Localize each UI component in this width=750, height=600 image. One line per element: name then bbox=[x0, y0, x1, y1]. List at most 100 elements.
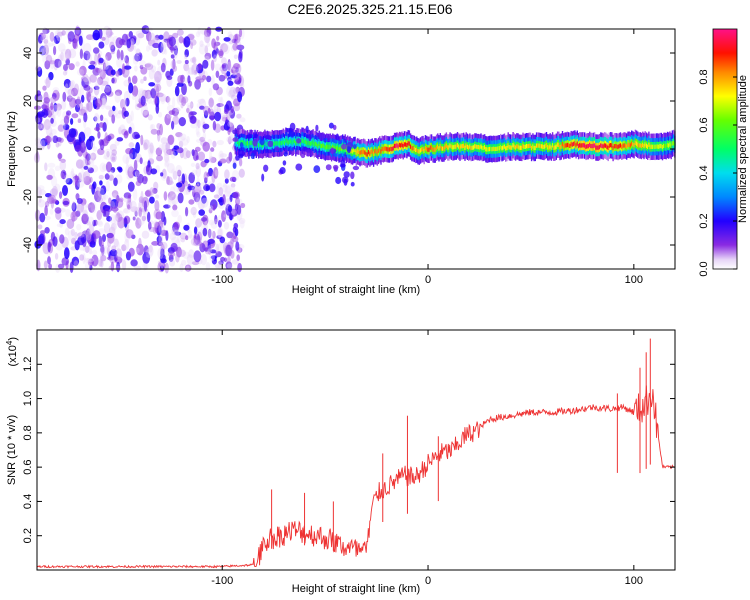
noise-speckle bbox=[168, 110, 175, 115]
colorbar-tick-label: 0.4 bbox=[698, 165, 710, 180]
noise-speckle bbox=[67, 89, 74, 99]
noise-speckle bbox=[191, 63, 199, 76]
x-tick-label: 100 bbox=[625, 274, 643, 286]
noise-speckle bbox=[82, 171, 91, 182]
noise-speckle bbox=[144, 190, 152, 197]
transition-blob bbox=[232, 129, 238, 135]
noise-speckle bbox=[54, 58, 62, 68]
noise-speckle bbox=[151, 241, 160, 246]
colorbar-label: Normalized spectral amplitude bbox=[737, 75, 749, 223]
noise-speckle bbox=[157, 59, 161, 66]
signal-ridge-cell bbox=[248, 143, 250, 148]
noise-speckle bbox=[226, 256, 231, 264]
y-tick-label: 20 bbox=[22, 95, 34, 107]
noise-speckle bbox=[48, 194, 56, 204]
noise-speckle bbox=[202, 75, 207, 81]
noise-speckle bbox=[166, 75, 173, 81]
noise-speckle bbox=[119, 124, 126, 133]
noise-speckle bbox=[218, 96, 223, 103]
signal-ridge-cell bbox=[377, 148, 380, 153]
signal-ridge-cell bbox=[644, 142, 646, 147]
signal-ridge-cell bbox=[275, 141, 277, 146]
noise-speckle bbox=[207, 241, 211, 252]
noise-speckle bbox=[113, 238, 119, 248]
signal-ridge-cell bbox=[421, 147, 423, 152]
noise-speckle bbox=[66, 218, 75, 229]
snr-scale-base: (x10 bbox=[7, 345, 19, 366]
noise-speckle bbox=[197, 151, 206, 161]
noise-speckle bbox=[170, 60, 176, 69]
noise-speckle bbox=[167, 191, 176, 201]
signal-ridge-cell bbox=[466, 144, 469, 149]
noise-speckle bbox=[123, 208, 129, 214]
noise-speckle bbox=[120, 49, 124, 61]
signal-ridge-cell bbox=[463, 143, 465, 148]
noise-speckle bbox=[184, 49, 189, 58]
signal-ridge-cell bbox=[365, 152, 367, 157]
noise-speckle bbox=[214, 214, 218, 225]
noise-speckle bbox=[155, 194, 160, 199]
noise-speckle bbox=[54, 165, 61, 172]
signal-ridge-cell bbox=[350, 149, 352, 154]
noise-speckle bbox=[127, 164, 133, 172]
noise-speckle bbox=[128, 31, 133, 38]
signal-ridge-cell bbox=[577, 143, 580, 149]
noise-speckle bbox=[114, 92, 121, 103]
noise-speckle bbox=[50, 117, 54, 124]
noise-speckle bbox=[109, 143, 117, 152]
noise-speckle bbox=[198, 43, 207, 55]
noise-speckle bbox=[150, 168, 158, 175]
noise-speckle bbox=[112, 205, 118, 214]
noise-speckle bbox=[76, 202, 85, 213]
noise-speckle bbox=[120, 98, 126, 110]
noise-speckle bbox=[195, 162, 200, 170]
signal-ridge-cell bbox=[318, 141, 320, 146]
signal-ridge-cell bbox=[311, 141, 313, 146]
signal-ridge-cell bbox=[523, 144, 525, 149]
noise-speckle bbox=[111, 190, 119, 198]
transition-blob bbox=[283, 151, 288, 157]
noise-speckle bbox=[62, 185, 68, 196]
noise-speckle bbox=[178, 249, 186, 257]
noise-speckle bbox=[235, 74, 240, 82]
transition-blob bbox=[343, 178, 348, 186]
noise-speckle bbox=[60, 54, 68, 62]
signal-ridge-cell bbox=[371, 149, 373, 154]
noise-speckle bbox=[47, 108, 52, 117]
signal-ridge-cell bbox=[586, 144, 588, 149]
noise-speckle bbox=[116, 137, 124, 142]
noise-speckle bbox=[186, 254, 194, 265]
noise-speckle bbox=[173, 229, 180, 237]
noise-speckle bbox=[115, 213, 123, 223]
noise-speckle bbox=[207, 229, 214, 238]
noise-speckle bbox=[230, 183, 236, 188]
signal-ridge-cell bbox=[316, 142, 318, 147]
transition-blob bbox=[350, 181, 355, 187]
noise-speckle bbox=[95, 220, 100, 226]
signal-ridge-cell bbox=[451, 145, 454, 150]
noise-speckle bbox=[180, 133, 187, 141]
noise-speckle bbox=[141, 230, 150, 239]
noise-speckle bbox=[171, 168, 176, 175]
noise-speckle bbox=[171, 120, 175, 130]
snr-y-label: SNR (10 * v/v) bbox=[6, 415, 18, 485]
signal-ridge-cell bbox=[358, 149, 360, 154]
noise-speckle bbox=[33, 105, 42, 110]
signal-ridge-cell bbox=[635, 141, 638, 146]
noise-speckle bbox=[136, 170, 140, 177]
noise-speckle bbox=[85, 203, 92, 209]
transition-blob bbox=[327, 134, 331, 141]
colorbar-tick-label: 0.2 bbox=[698, 213, 710, 228]
noise-speckle bbox=[110, 44, 116, 53]
noise-speckle bbox=[190, 162, 196, 167]
noise-speckle bbox=[43, 39, 49, 44]
y-tick-label: 0 bbox=[22, 146, 34, 152]
signal-ridge-cell bbox=[503, 144, 506, 149]
noise-speckle bbox=[36, 123, 43, 130]
noise-speckle bbox=[164, 156, 170, 167]
noise-speckle bbox=[82, 253, 86, 265]
signal-ridge-cell bbox=[519, 145, 522, 150]
noise-speckle bbox=[92, 249, 98, 256]
signal-ridge-cell bbox=[479, 145, 481, 150]
signal-ridge-cell bbox=[574, 141, 576, 146]
